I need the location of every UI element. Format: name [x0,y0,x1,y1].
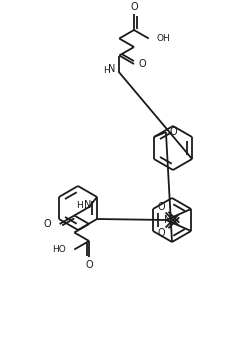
Text: O: O [130,2,138,12]
Text: O: O [44,219,52,229]
Text: H: H [76,200,83,210]
Text: O: O [85,260,93,270]
Text: O: O [158,202,165,213]
Text: H: H [104,66,110,75]
Text: N: N [84,200,92,210]
Text: O: O [170,127,178,137]
Text: N: N [164,215,172,225]
Text: N: N [108,64,115,74]
Text: HO: HO [53,245,66,254]
Text: O: O [138,59,146,69]
Text: O: O [158,228,165,238]
Text: OH: OH [157,34,170,43]
